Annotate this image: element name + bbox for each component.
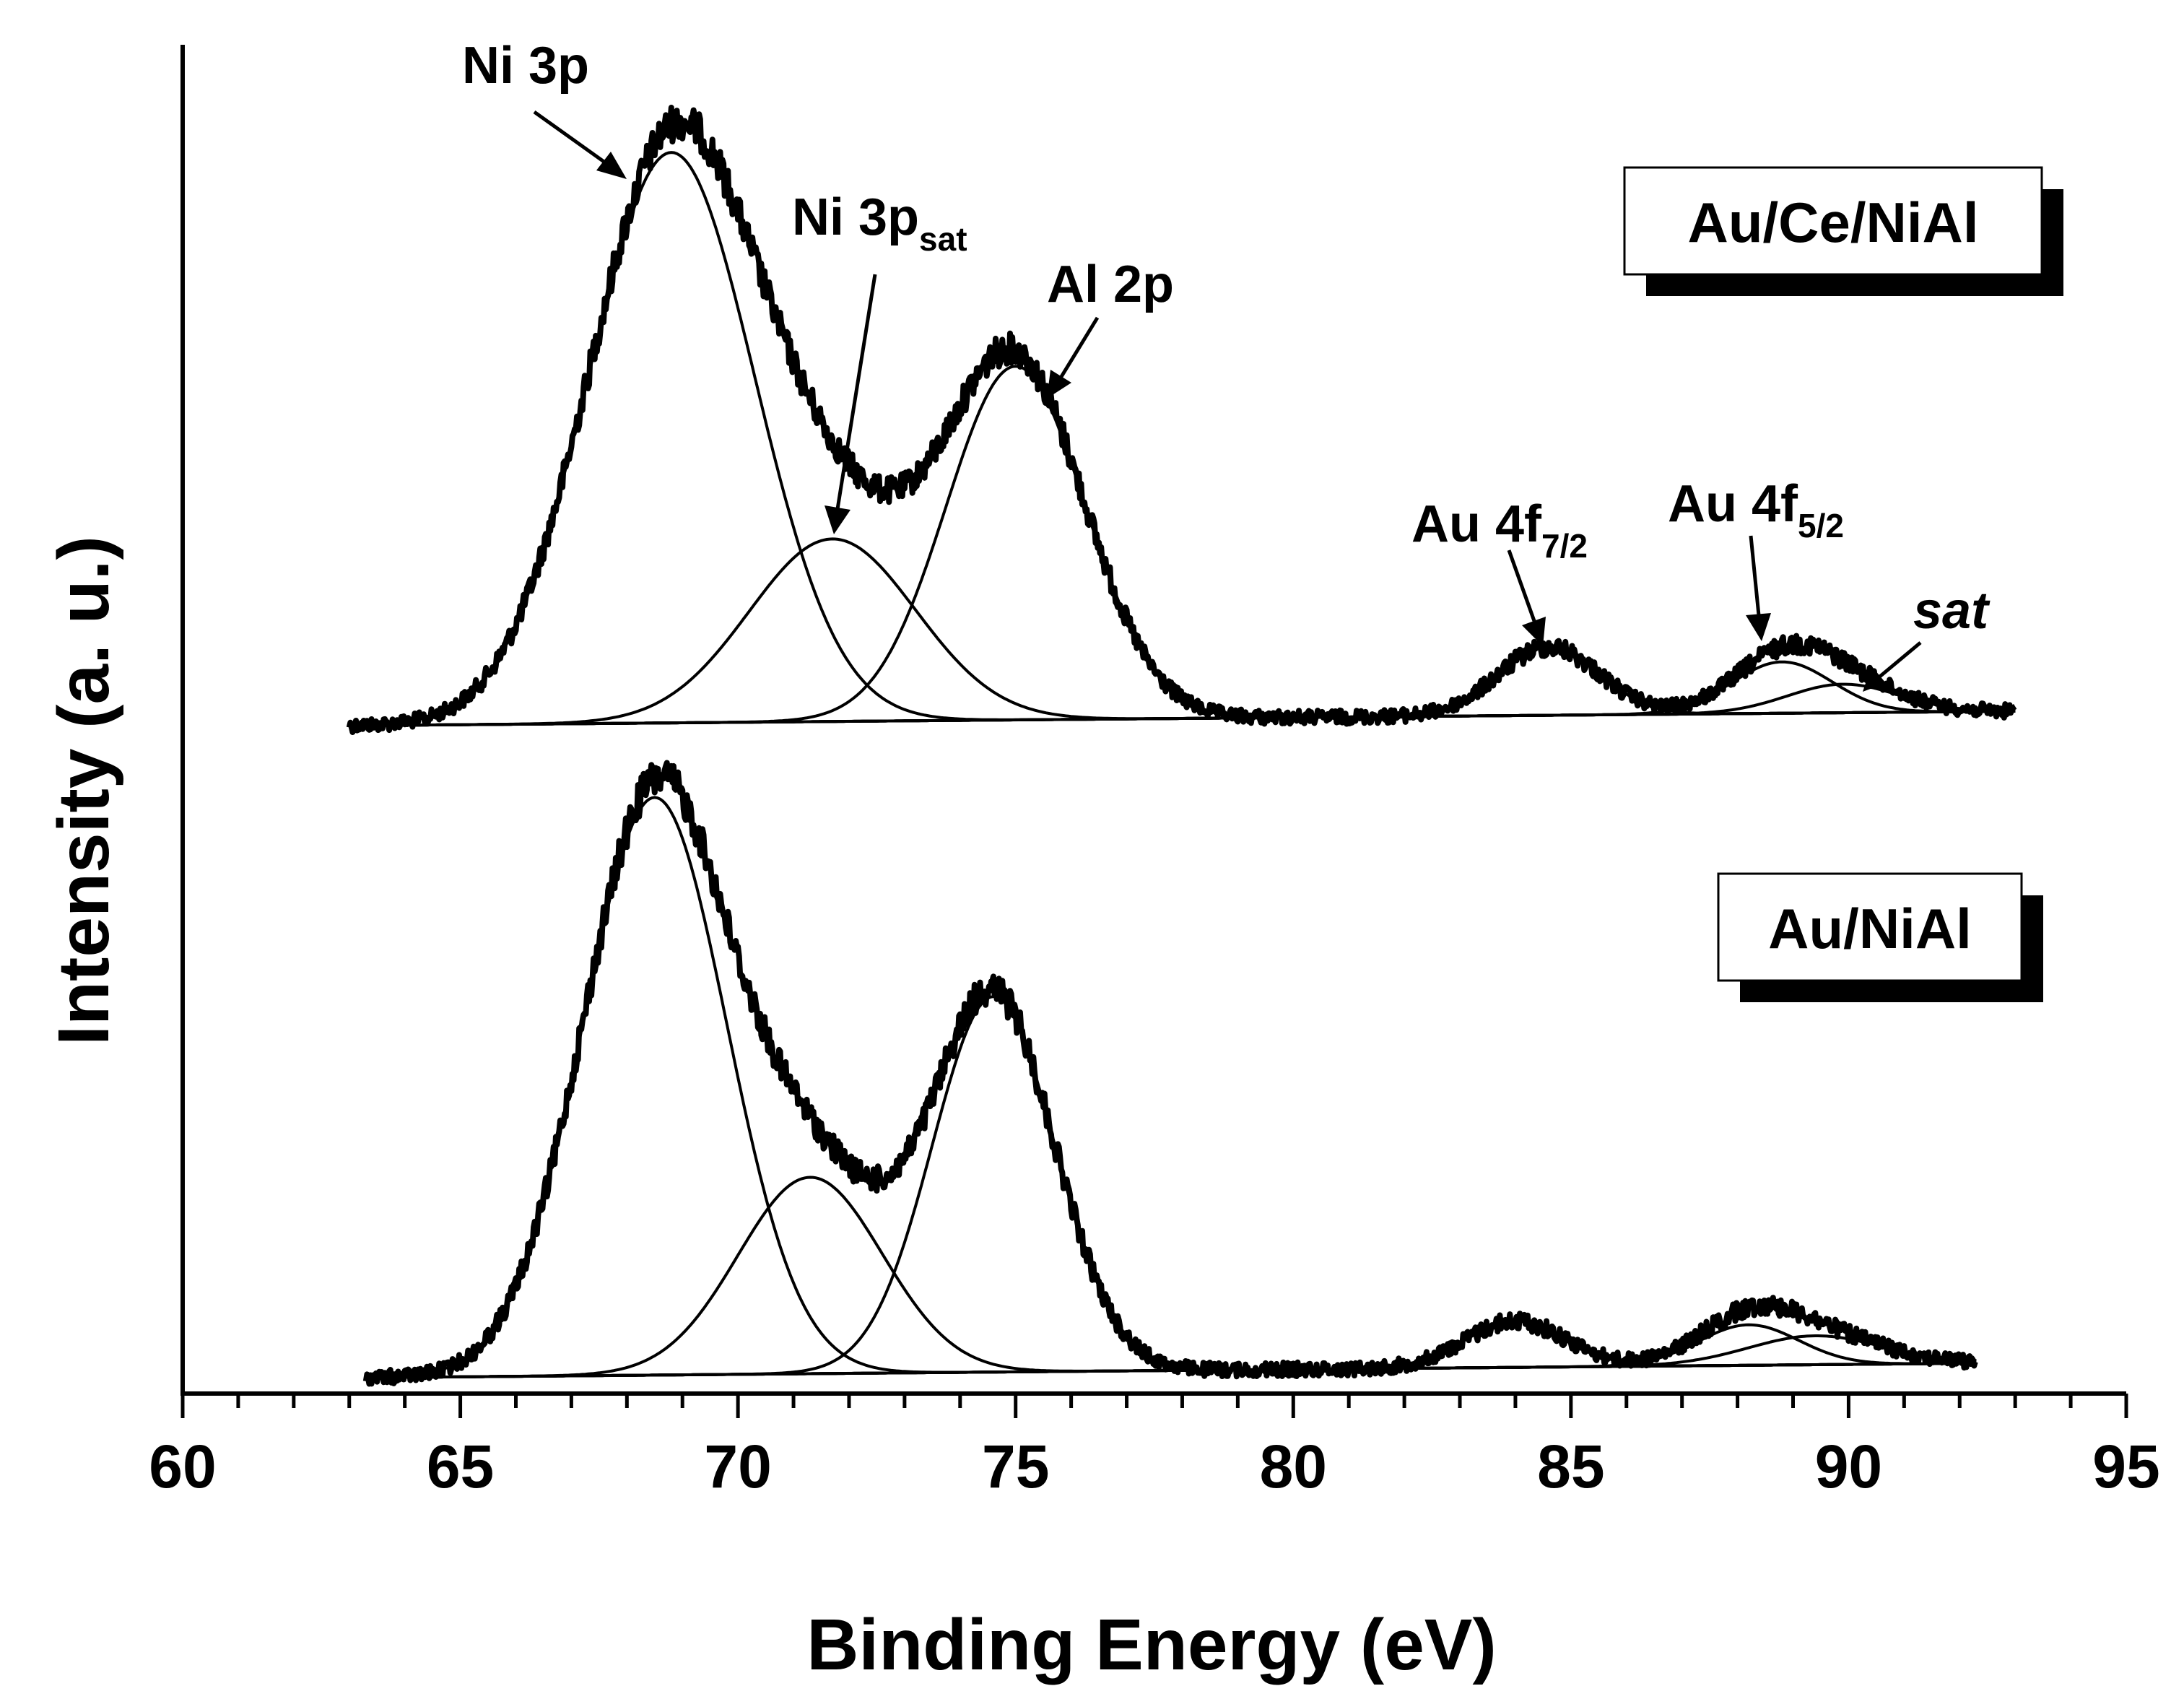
x-tick-label: 85 (1537, 1433, 1604, 1500)
annotation-sat: sat (1913, 582, 1991, 640)
x-tick-labels: 60 65 70 75 80 85 90 95 (149, 1433, 2159, 1500)
annotation-au4f72: Au 4f7/2 (1411, 495, 1588, 565)
arrow-ni3p (533, 110, 627, 179)
annotation-ni3psat-main: Ni 3p (792, 188, 919, 246)
fit-peak-al-2p (349, 365, 2016, 727)
annotation-au4f52-main: Au 4f (1668, 475, 1798, 533)
label-box-au-ce-nial: Au/Ce/NiAl (1623, 166, 2063, 296)
x-tick-label: 70 (704, 1433, 771, 1500)
fit-peak-ni-3p-sat (365, 1176, 1977, 1379)
label-box-frame (1623, 166, 2043, 276)
x-tick-label: 60 (149, 1433, 216, 1500)
panel-au-ce-nial (346, 105, 2017, 735)
arrow-ni3psat (825, 274, 877, 534)
x-axis-title: Binding Energy (eV) (806, 1604, 1497, 1685)
label-box-au-nial: Au/NiAl (1717, 872, 2043, 1002)
annotation-arrows (533, 110, 1922, 692)
arrow-al2p (1047, 316, 1100, 399)
x-tick-label: 65 (427, 1433, 494, 1500)
label-au-ce-nial: Au/Ce/NiAl (1687, 191, 1978, 254)
arrow-au4f52 (1746, 535, 1771, 641)
experimental-spectrum (346, 105, 2017, 735)
x-tick-label: 90 (1815, 1433, 1882, 1500)
annotation-au4f52: Au 4f5/2 (1668, 475, 1844, 544)
x-tick-label: 80 (1260, 1433, 1327, 1500)
annotation-ni3psat: Ni 3psat (792, 188, 967, 258)
background-baseline (349, 710, 2016, 727)
panel-au-nial (362, 760, 1978, 1387)
experimental-spectrum (362, 760, 1978, 1387)
annotation-au4f72-main: Au 4f (1411, 495, 1542, 553)
annotation-au4f52-sub: 5/2 (1798, 507, 1844, 544)
arrow-au4f72 (1507, 549, 1546, 646)
annotation-au4f72-sub: 7/2 (1541, 527, 1588, 565)
label-box-frame (1717, 872, 2023, 982)
x-ticks (180, 1394, 2128, 1418)
annotation-al2p: Al 2p (1047, 256, 1174, 313)
x-tick-label: 95 (2092, 1433, 2159, 1500)
y-axis-title: Intensity (a. u.) (43, 536, 124, 1046)
label-au-nial: Au/NiAl (1768, 897, 1972, 960)
annotation-ni3psat-sub: sat (919, 220, 967, 258)
x-tick-label: 75 (982, 1433, 1049, 1500)
annotation-ni3p: Ni 3p (462, 37, 589, 95)
arrow-sat (1863, 641, 1922, 692)
